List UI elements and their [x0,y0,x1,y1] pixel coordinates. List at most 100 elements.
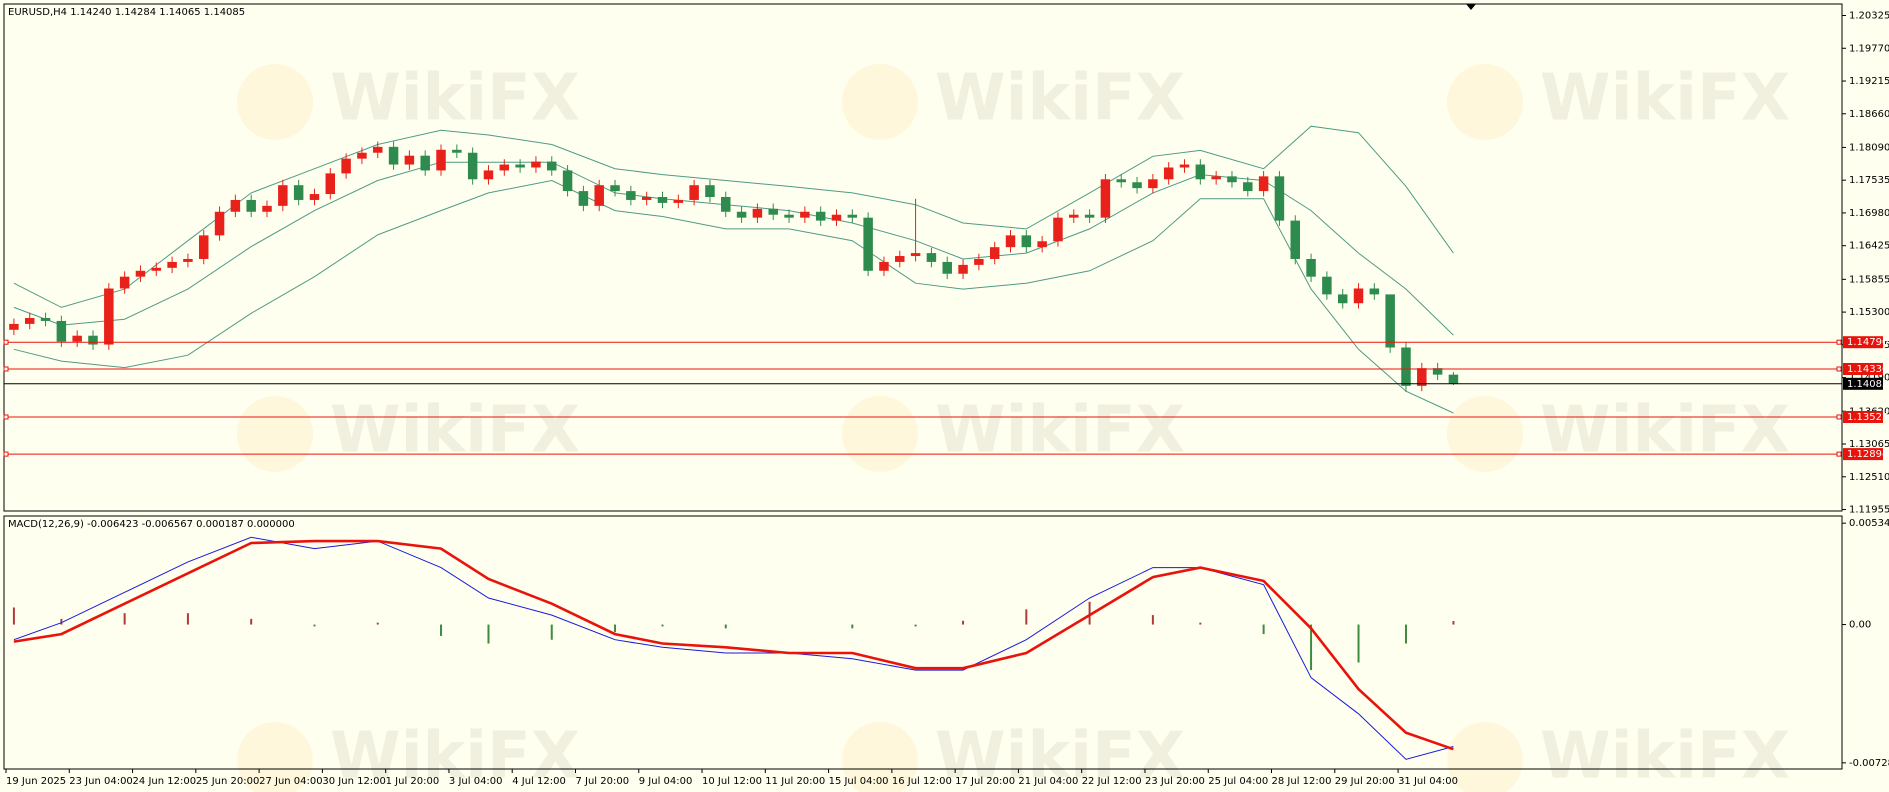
watermark: WikiFX [1540,394,1790,468]
watermark-logo [237,396,313,472]
x-tick-label: 16 Jul 12:00 [892,776,952,787]
x-tick-label: 15 Jul 04:00 [829,776,889,787]
candle-body [24,317,35,324]
y-tick-label: -0.007285 [1849,758,1889,769]
candle-body [278,185,288,206]
candle-body [1322,276,1332,295]
candle-body [1227,176,1237,183]
level-label: 1.12894 [1847,449,1888,460]
watermark-logo [237,64,313,140]
candle-body [531,161,541,168]
candle-body [88,335,98,345]
y-tick-label: 1.11955 [1849,505,1889,516]
x-tick-label: 30 Jun 12:00 [322,776,386,787]
candle-body [262,205,272,212]
watermark: WikiFX [935,720,1185,792]
candle-body [341,158,351,174]
candle-body [325,173,336,195]
candle-body [547,161,557,171]
x-tick-label: 9 Jul 04:00 [639,776,693,787]
candle-body [1243,182,1253,192]
candle-body [847,214,858,218]
level-handle [1836,414,1842,420]
candle-body [910,253,921,257]
candle-body [1053,217,1063,242]
candle-body [1353,288,1364,304]
watermarks: WikiFX WikiFX WikiFX WikiFX WikiFX WikiFX Wiki… [237,62,1790,792]
candle-body [104,288,114,345]
candle-body [1116,179,1126,183]
candle-body [515,164,525,168]
candle-body [246,199,256,212]
candle-body [942,261,952,274]
x-tick-label: 23 Jun 04:00 [69,776,133,787]
candle-body [357,152,367,159]
candle-body [958,264,968,274]
candle-body [404,155,415,165]
last-price-box [1843,377,1883,390]
x-tick-label: 29 Jul 20:00 [1335,776,1395,787]
x-tick-label: 19 Jun 2025 [6,776,66,787]
candle-body [1274,176,1285,221]
candle-body [72,335,82,342]
y-tick-label: 1.16980 [1849,208,1889,219]
candle-body [1195,164,1206,180]
x-tick-label: 17 Jul 20:00 [955,776,1015,787]
candle-body [167,261,177,268]
price-panel [3,3,1843,512]
level-handle [1836,366,1842,372]
watermark: WikiFX [330,720,580,792]
candle-body [689,185,699,200]
x-tick-label: 7 Jul 20:00 [575,776,629,787]
candle-body [610,185,620,192]
candle-body [657,197,668,203]
candle-body [135,270,146,277]
candle-body [40,317,51,321]
candle-body [974,258,984,265]
candle-body [1211,176,1221,180]
candle-body [1179,164,1190,168]
candle-body [705,185,715,198]
price-title: EURUSD,H4 1.14240 1.14284 1.14065 1.1408… [8,7,245,18]
candle-body [9,323,19,330]
candle-body [721,197,731,212]
candle-body [1148,179,1158,189]
watermark-logo [842,64,918,140]
level-label-box [1843,448,1883,461]
y-tick-label: 1.15855 [1849,274,1889,285]
x-tick-label: 22 Jul 12:00 [1082,776,1142,787]
y-tick-label: 1.17535 [1849,175,1889,186]
level-handle [1836,339,1842,345]
y-tick-label: 0.00 [1849,620,1871,631]
level-handle [1836,451,1842,457]
candle-body [879,261,889,271]
candle-body [673,199,684,203]
candle-body [230,199,241,212]
candle-body [768,208,778,215]
y-tick-label: 1.18090 [1849,142,1889,153]
candle-body [926,253,937,262]
candle-body [626,191,636,200]
candle-body [183,258,193,262]
x-tick-label: 31 Jul 04:00 [1398,776,1458,787]
candle-body [863,217,873,271]
candle-body [151,267,162,271]
level-label: 1.14336 [1847,364,1888,375]
candle-body [1306,258,1316,277]
candle-body [989,247,1000,259]
level-label: 1.13523 [1847,412,1888,423]
candle-body [895,256,905,262]
watermark: WikiFX [330,62,580,136]
x-tick-label: 25 Jul 04:00 [1208,776,1268,787]
candle-body [198,235,209,259]
candle-body [815,211,826,221]
band-upper [13,125,1454,308]
macd-title: MACD(12,26,9) -0.006423 -0.006567 0.0001… [8,519,295,530]
candle-body [467,152,478,180]
x-tick-label: 25 Jun 20:00 [196,776,260,787]
level-handle [3,339,9,345]
watermark-logo [842,396,918,472]
level-label-box [1843,410,1883,423]
macd-line [13,539,1454,751]
